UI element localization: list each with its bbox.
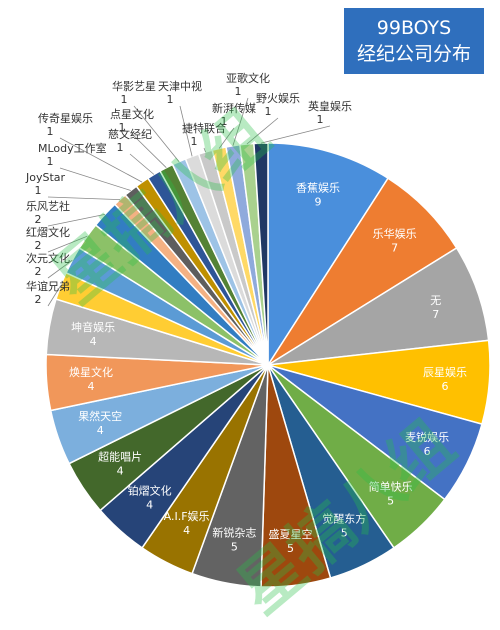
slice-value: 1 — [221, 115, 228, 128]
slice-value: 1 — [191, 135, 198, 148]
slice-label: 坤音娱乐 — [71, 320, 115, 334]
chart-title-box: 99BOYS 经纪公司分布 — [344, 8, 484, 74]
slice-value: 5 — [287, 542, 294, 555]
leader-line — [232, 97, 249, 146]
slice-label: 觉醒东方 — [322, 511, 366, 525]
slice-value: 1 — [235, 85, 242, 98]
pie-slice — [253, 142, 269, 366]
slice-label: A.I.F娱乐 — [164, 509, 210, 523]
slice-label: 新锐杂志 — [212, 525, 256, 539]
chart-title: 99BOYS — [376, 17, 452, 39]
slice-label: 辰星娱乐 — [423, 365, 467, 379]
slice-label: 简单快乐 — [369, 480, 413, 494]
leader-line — [47, 235, 88, 253]
leader-line — [129, 153, 155, 175]
slice-label: 乐华娱乐 — [373, 226, 417, 240]
slice-label: 麦锐娱乐 — [405, 430, 449, 444]
slice-label: 华谊兄弟 — [26, 279, 70, 293]
leader-line — [260, 125, 331, 144]
leader-line — [47, 196, 121, 200]
leader-line — [179, 105, 193, 157]
slice-label: 次元文化 — [26, 251, 70, 265]
slice-value: 6 — [442, 380, 449, 393]
slice-value: 5 — [231, 540, 238, 553]
slice-value: 2 — [35, 239, 42, 252]
leader-line — [203, 147, 206, 153]
slice-value: 4 — [117, 464, 124, 477]
slice-value: 7 — [391, 241, 398, 254]
slice-value: 5 — [341, 526, 348, 539]
slice-value: 4 — [146, 498, 153, 511]
slice-label: 新湃传媒 — [212, 101, 256, 115]
slice-value: 1 — [317, 113, 324, 126]
slice-label: MLody工作室 — [38, 141, 107, 155]
slice-value: 7 — [432, 308, 439, 321]
slice-value: 6 — [424, 445, 431, 458]
pie-chart: 香蕉娱乐9乐华娱乐7无7辰星娱乐6麦锐娱乐6简单快乐5觉醒东方5盛夏星空5新锐杂… — [25, 71, 491, 588]
slice-label: 天津中视 — [158, 79, 202, 93]
leader-line — [131, 133, 167, 168]
slice-value: 5 — [387, 495, 394, 508]
slice-value: 1 — [47, 155, 54, 168]
slice-label: 捷特联合 — [182, 121, 226, 135]
slice-value: 4 — [88, 380, 95, 393]
slice-label: 红熠文化 — [26, 225, 70, 239]
slice-value: 2 — [35, 265, 42, 278]
slice-value: 1 — [265, 105, 272, 118]
slice-label: 超能唱片 — [98, 449, 142, 463]
slice-value: 4 — [183, 524, 190, 537]
slice-label: 传奇星娱乐 — [38, 111, 93, 125]
leader-line — [47, 285, 61, 307]
leader-line — [47, 259, 73, 279]
slice-value: 1 — [121, 93, 128, 106]
leader-line — [246, 117, 279, 145]
slice-label: 乐风艺社 — [26, 199, 70, 213]
slice-value: 2 — [35, 213, 42, 226]
slice-value: 2 — [35, 293, 42, 306]
leader-line — [59, 137, 143, 183]
leader-line — [218, 127, 235, 149]
pie-slice — [267, 142, 390, 368]
slice-label: 无 — [430, 294, 441, 307]
leader-line — [133, 105, 180, 162]
slice-label: 华影艺星 — [112, 79, 156, 93]
slice-label: 香蕉娱乐 — [296, 181, 340, 195]
slice-label: 亚歌文化 — [226, 71, 270, 85]
slice-label: 果然天空 — [78, 409, 122, 423]
slice-label: 点星文化 — [110, 107, 154, 121]
slice-value: 1 — [119, 121, 126, 134]
slice-value: 1 — [167, 93, 174, 106]
chart-subtitle: 经纪公司分布 — [356, 43, 471, 65]
slice-label: JoyStar — [25, 171, 66, 184]
leader-line — [59, 167, 131, 191]
slice-value: 1 — [47, 125, 54, 138]
slice-value: 4 — [90, 335, 97, 348]
slice-value: 1 — [35, 184, 42, 197]
slice-value: 1 — [117, 141, 124, 154]
slice-value: 9 — [315, 196, 322, 209]
slice-label: 焕星文化 — [69, 365, 113, 379]
slice-label: 盛夏星空 — [269, 527, 313, 541]
leader-line — [47, 214, 105, 227]
slice-value: 4 — [97, 424, 104, 437]
slice-label: 铂熠文化 — [128, 483, 172, 497]
slice-label: 慈文经纪 — [108, 127, 152, 141]
slice-label: 英皇娱乐 — [308, 99, 352, 113]
slice-label: 野火娱乐 — [256, 91, 300, 105]
